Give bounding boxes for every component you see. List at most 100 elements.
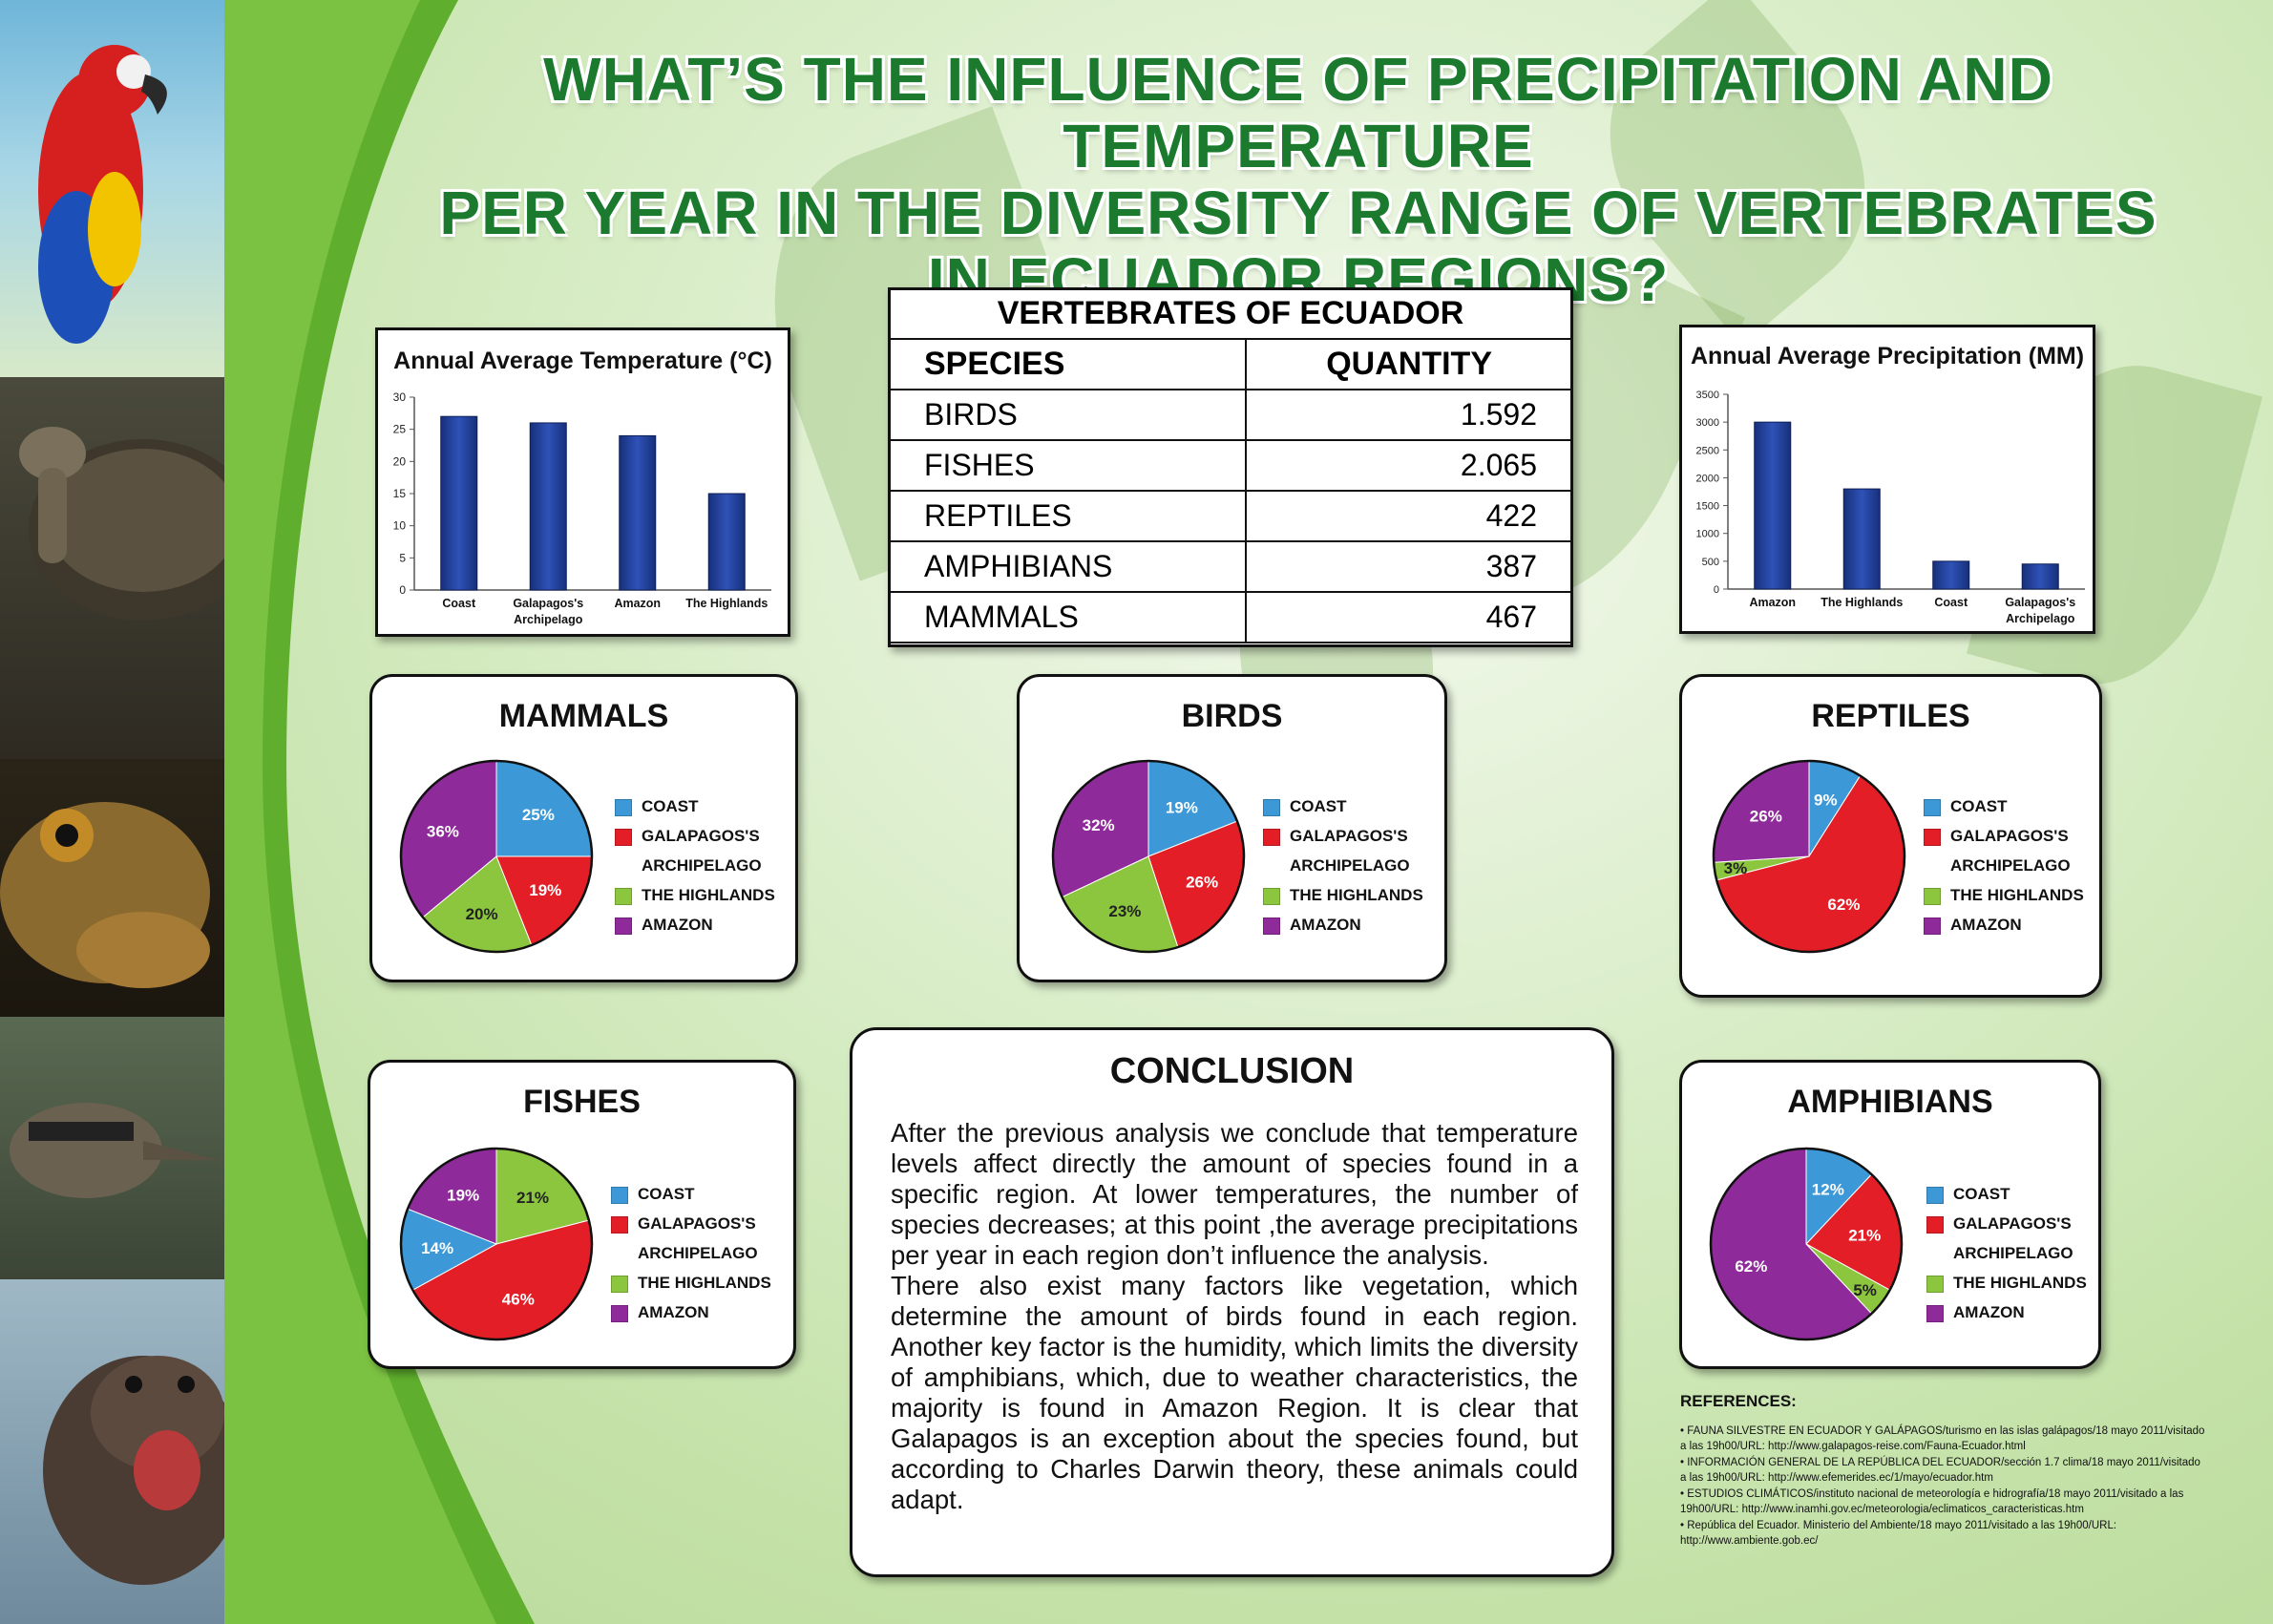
species-cell: REPTILES bbox=[887, 490, 1248, 542]
legend-item: GALAPAGOS'S ARCHIPELAGO bbox=[611, 1209, 781, 1268]
pie-data-label: 23% bbox=[1108, 902, 1141, 920]
y-tick-label: 0 bbox=[1714, 584, 1719, 596]
pie-data-label: 25% bbox=[522, 806, 555, 824]
legend-item: COAST bbox=[1924, 791, 2094, 821]
pie-data-label: 21% bbox=[516, 1189, 549, 1207]
legend-label: COAST bbox=[1290, 797, 1347, 815]
legend-swatch bbox=[1926, 1276, 1944, 1293]
legend-item: COAST bbox=[1263, 791, 1433, 821]
species-cell: BIRDS bbox=[887, 389, 1248, 441]
legend-label: GALAPAGOS'S ARCHIPELAGO bbox=[1950, 827, 2071, 875]
pie-outline bbox=[1051, 759, 1246, 954]
y-tick-label: 20 bbox=[393, 454, 407, 468]
temperature-bar-chart: 0 5 10 15 20 25 30 Coast Galapagos's Archipelago A… bbox=[393, 390, 771, 626]
y-tick-label: 1000 bbox=[1696, 529, 1719, 540]
pie-data-label: 32% bbox=[1083, 816, 1115, 834]
pie-title: MAMMALS bbox=[498, 698, 669, 734]
legend-item: THE HIGHLANDS bbox=[1263, 880, 1433, 910]
fishes-pie-panel: FISHES 21% 46% 14% 19% COAST GALAPAGOS'S ARC… bbox=[368, 1060, 796, 1369]
y-tick-label: 15 bbox=[393, 487, 407, 500]
legend-label: AMAZON bbox=[1953, 1303, 2025, 1321]
pie-data-label: 26% bbox=[1186, 873, 1218, 891]
table-row: AMPHIBIANS 387 bbox=[887, 540, 1573, 593]
legend-swatch bbox=[1926, 1305, 1944, 1322]
legend-item: THE HIGHLANDS bbox=[611, 1268, 781, 1297]
bar bbox=[440, 415, 478, 591]
pie-data-label: 19% bbox=[529, 881, 561, 899]
reference-item: • INFORMACIÓN GENERAL DE LA REPÚBLICA DE… bbox=[1680, 1456, 2200, 1485]
pie-title: BIRDS bbox=[1181, 698, 1283, 734]
legend-label: AMAZON bbox=[642, 916, 713, 934]
bar bbox=[1932, 560, 1970, 590]
pie-title: AMPHIBIANS bbox=[1787, 1084, 1993, 1120]
poster-title: WHAT’S THE INFLUENCE OF PRECIPITATION AN… bbox=[363, 46, 2234, 313]
sea-lion-photo bbox=[0, 1279, 224, 1624]
legend-label: GALAPAGOS'S ARCHIPELAGO bbox=[1953, 1214, 2073, 1262]
legend-label: AMAZON bbox=[1950, 916, 2022, 934]
legend-swatch bbox=[1263, 917, 1280, 935]
quantity-cell: 467 bbox=[1245, 591, 1573, 643]
legend-swatch bbox=[1926, 1216, 1944, 1234]
vertebrates-table: VERTEBRATES OF ECUADOR SPECIES QUANTITY B… bbox=[887, 287, 1573, 643]
conclusion-heading: CONCLUSION bbox=[1109, 1051, 1355, 1091]
pie-outline bbox=[399, 1147, 594, 1341]
animal-photo-strip bbox=[0, 0, 224, 1624]
column-header-quantity: QUANTITY bbox=[1245, 338, 1573, 390]
legend-swatch bbox=[1263, 799, 1280, 816]
anteater-photo bbox=[0, 1017, 224, 1279]
legend-label: COAST bbox=[1953, 1185, 2010, 1203]
pie-data-label: 12% bbox=[1812, 1180, 1844, 1198]
temperature-chart-title: Annual Average Temperature (°C) bbox=[393, 348, 772, 374]
legend-swatch bbox=[1263, 888, 1280, 905]
pie-data-label: 5% bbox=[1853, 1281, 1877, 1299]
title-line: WHAT’S THE INFLUENCE OF PRECIPITATION AN… bbox=[543, 45, 2053, 180]
legend-item: THE HIGHLANDS bbox=[1926, 1268, 2096, 1297]
pie-title: FISHES bbox=[523, 1084, 641, 1120]
bar bbox=[1842, 488, 1881, 590]
conclusion-panel: CONCLUSION After the previous analysis w… bbox=[850, 1027, 1614, 1577]
pie-data-label: 36% bbox=[427, 823, 459, 841]
pie-data-label: 46% bbox=[502, 1291, 535, 1309]
y-tick-label: 0 bbox=[399, 583, 406, 597]
legend-label: GALAPAGOS'S ARCHIPELAGO bbox=[1290, 827, 1410, 875]
pie-title: REPTILES bbox=[1811, 698, 1970, 734]
legend-swatch bbox=[615, 799, 632, 816]
legend-item: GALAPAGOS'S ARCHIPELAGO bbox=[1924, 821, 2094, 880]
x-tick-label: The Highlands bbox=[685, 597, 768, 610]
amphibians-pie-panel: AMPHIBIANS 12% 21% 5% 62% COAST GALAPAGOS'S … bbox=[1679, 1060, 2101, 1369]
legend-swatch bbox=[611, 1216, 628, 1234]
birds-pie-chart: 19% 26% 23% 32% bbox=[1051, 759, 1246, 954]
legend-item: COAST bbox=[615, 791, 785, 821]
reference-item: • FAUNA SILVESTRE EN ECUADOR Y GALÁPAGOS… bbox=[1680, 1424, 2205, 1453]
temperature-chart-panel: Annual Average Temperature (°C) 0 5 10 15 20… bbox=[375, 327, 790, 637]
pie-data-label: 26% bbox=[1750, 808, 1782, 826]
bar bbox=[2021, 563, 2059, 590]
legend-label: THE HIGHLANDS bbox=[642, 886, 775, 904]
y-tick-label: 2000 bbox=[1696, 473, 1719, 484]
pie-legend: COAST GALAPAGOS'S ARCHIPELAGO THE HIGHLAND… bbox=[615, 791, 785, 939]
legend-label: COAST bbox=[1950, 797, 2008, 815]
legend-swatch bbox=[611, 1305, 628, 1322]
y-tick-label: 30 bbox=[393, 390, 407, 404]
y-tick-label: 1500 bbox=[1696, 501, 1719, 513]
legend-swatch bbox=[1263, 829, 1280, 846]
pie-data-label: 20% bbox=[466, 905, 498, 923]
precipitation-bar-chart: 0 500 1000 1500 2000 2500 3000 3500 Amazon The Hi… bbox=[1696, 390, 2085, 625]
amphibians-pie-chart: 12% 21% 5% 62% bbox=[1709, 1147, 1904, 1341]
pie-outline bbox=[1712, 759, 1906, 954]
species-cell: MAMMALS bbox=[887, 591, 1248, 643]
mammals-pie-panel: MAMMALS 25% 19% 20% 36% COAST GALAPAGOS'S AR… bbox=[369, 674, 798, 982]
x-tick-label: Galapagos's bbox=[2005, 596, 2075, 609]
quantity-cell: 387 bbox=[1245, 540, 1573, 593]
bar bbox=[1754, 421, 1792, 590]
pie-legend: COAST GALAPAGOS'S ARCHIPELAGO THE HIGHLAND… bbox=[1926, 1179, 2096, 1327]
bar bbox=[529, 422, 567, 591]
legend-item: AMAZON bbox=[1263, 910, 1433, 939]
legend-item: GALAPAGOS'S ARCHIPELAGO bbox=[1926, 1209, 2096, 1268]
pie-data-label: 19% bbox=[447, 1187, 479, 1205]
legend-swatch bbox=[615, 917, 632, 935]
table-title: VERTEBRATES OF ECUADOR bbox=[888, 287, 1573, 340]
precipitation-chart-title: Annual Average Precipitation (MM) bbox=[1690, 343, 2085, 369]
x-tick-label: Archipelago bbox=[2006, 612, 2075, 625]
x-tick-label: Coast bbox=[442, 597, 476, 610]
